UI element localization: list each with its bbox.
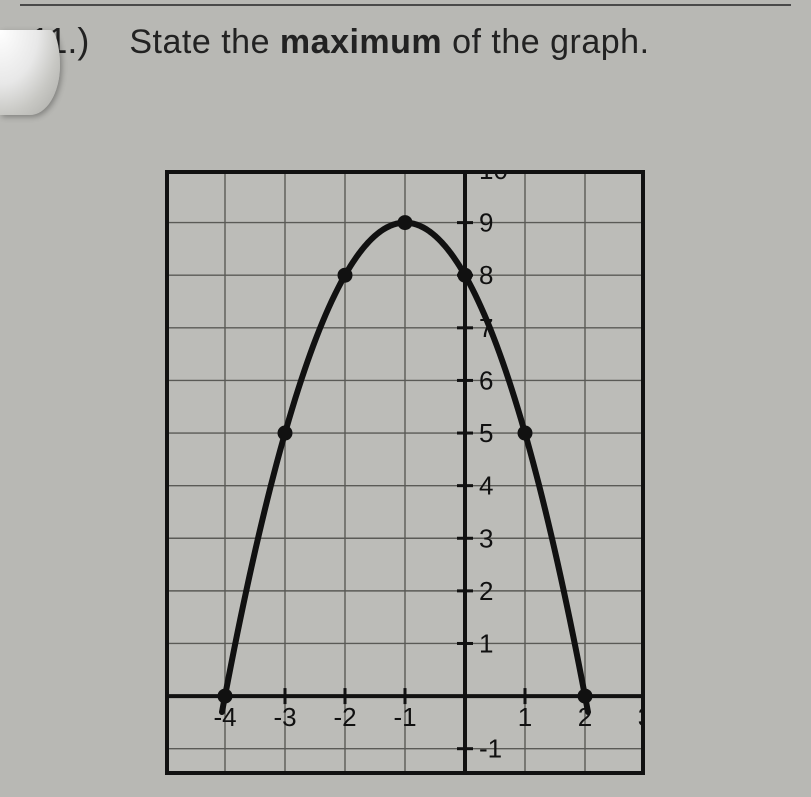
page-curl [0,30,60,115]
y-tick-label: 9 [479,208,493,238]
data-point [398,215,413,230]
x-tick-label: -2 [333,702,356,732]
x-tick-label: -3 [273,702,296,732]
data-point [518,426,533,441]
top-rule [20,4,791,6]
chart-container: -112345678910-4-3-2-1123 [165,170,645,775]
question-prefix: State the [129,23,280,61]
x-tick-label: -1 [393,702,416,732]
data-point [578,689,593,704]
y-tick-label: 5 [479,418,493,448]
data-point [278,426,293,441]
y-tick-label: 3 [479,523,493,553]
question-bold: maximum [280,23,442,61]
data-point [458,268,473,283]
y-tick-label: 8 [479,260,493,290]
y-tick-label: 4 [479,471,493,501]
y-tick-label: -1 [479,734,502,764]
parabola-chart: -112345678910-4-3-2-1123 [165,170,645,775]
data-point [338,268,353,283]
data-point [218,689,233,704]
y-tick-label: 1 [479,628,493,658]
question-suffix: of the graph. [442,23,649,61]
x-tick-label: 1 [518,702,532,732]
y-tick-label: 6 [479,365,493,395]
y-tick-label: 2 [479,576,493,606]
question-text: State the maximum of the graph. [129,23,649,62]
question-row: 11.) State the maximum of the graph. [30,20,791,62]
